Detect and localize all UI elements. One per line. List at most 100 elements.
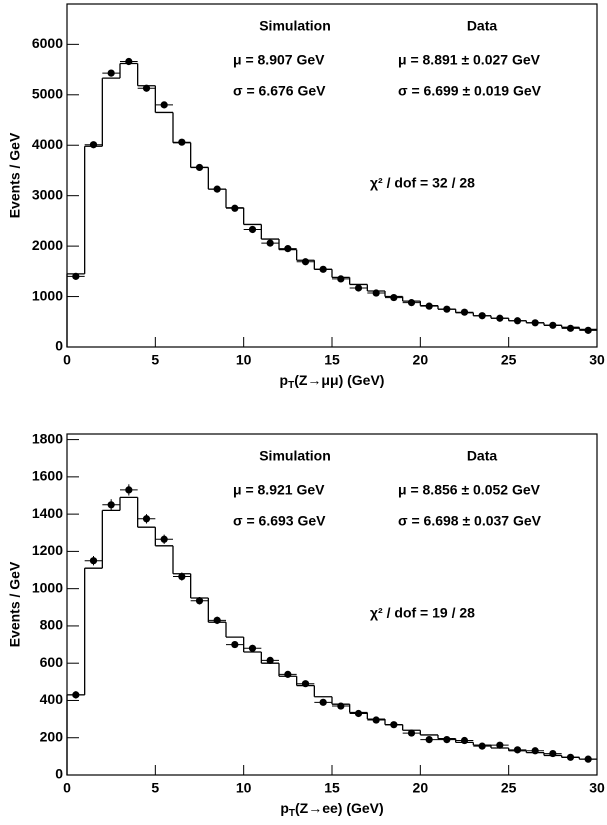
data-point xyxy=(531,319,539,327)
data-point xyxy=(372,716,380,724)
data-point xyxy=(425,302,433,310)
data-point xyxy=(72,691,80,699)
x-tick-label: 20 xyxy=(413,780,429,796)
data-point xyxy=(107,501,115,509)
data-point xyxy=(390,721,398,729)
annotation: μ = 8.921 GeV xyxy=(233,482,325,498)
data-point xyxy=(460,308,469,316)
annotation: μ = 8.907 GeV xyxy=(233,52,325,68)
x-label-sub: T xyxy=(288,380,294,391)
x-tick-label: 0 xyxy=(63,352,71,368)
x-label-rest: (Z→μμ) (GeV) xyxy=(294,372,384,388)
annotation: σ = 6.699 ± 0.019 GeV xyxy=(398,83,542,99)
data-point xyxy=(549,321,557,329)
data-point xyxy=(531,747,539,755)
y-axis-label: Events / GeV xyxy=(7,132,23,218)
x-tick-label: 10 xyxy=(236,780,252,796)
y-tick-label: 0 xyxy=(55,766,63,782)
data-point xyxy=(178,572,186,581)
data-point xyxy=(443,305,451,313)
data-point xyxy=(160,101,168,109)
data-point xyxy=(513,317,522,325)
panel: 0 200 400 600 800 1000 1200 1400 1600 1800 0 5 10 15 2… xyxy=(7,430,605,818)
legend-header: Simulation xyxy=(259,448,331,464)
data-point xyxy=(584,326,592,334)
data-point xyxy=(354,284,363,292)
data-point xyxy=(319,265,327,273)
data-point xyxy=(248,644,257,652)
data-point xyxy=(496,741,504,749)
y-tick-label: 1000 xyxy=(32,579,63,595)
legend-header: Simulation xyxy=(259,18,331,34)
x-tick-label: 30 xyxy=(589,780,605,796)
data-point xyxy=(319,698,327,706)
panel: 0 1000 2000 3000 4000 5000 6000 0 5 10 15 20 25 30 pT(… xyxy=(7,3,605,391)
x-tick-label: 5 xyxy=(151,780,159,796)
data-point xyxy=(107,69,115,77)
x-tick-label: 30 xyxy=(589,352,605,368)
y-tick-label: 2000 xyxy=(32,237,63,253)
data-point xyxy=(478,742,486,750)
x-label-rest: (Z→ee) (GeV) xyxy=(295,800,384,816)
data-point xyxy=(266,239,274,247)
annotation: σ = 6.693 GeV xyxy=(233,513,326,529)
annotation: χ² / dof = 32 / 28 xyxy=(370,175,475,191)
x-tick-label: 15 xyxy=(324,780,340,796)
data-point xyxy=(125,486,133,494)
x-tick-label: 20 xyxy=(413,352,429,368)
y-tick-label: 3000 xyxy=(32,186,63,202)
data-point xyxy=(248,225,257,234)
data-point xyxy=(478,312,486,320)
y-tick-label: 6000 xyxy=(32,35,63,51)
data-point xyxy=(566,324,575,332)
data-point xyxy=(390,293,398,302)
data-point xyxy=(72,272,80,280)
x-tick-label: 5 xyxy=(151,352,159,368)
data-point xyxy=(231,640,239,649)
data-point xyxy=(266,656,274,665)
y-tick-label: 200 xyxy=(40,728,64,744)
data-point xyxy=(407,729,416,737)
data-point xyxy=(337,275,345,283)
data-point xyxy=(354,709,363,718)
data-point xyxy=(496,314,504,322)
y-tick-label: 4000 xyxy=(32,136,63,152)
data-point xyxy=(213,616,221,624)
data-point xyxy=(231,204,239,212)
y-tick-label: 1800 xyxy=(32,430,63,446)
annotation: χ² / dof = 19 / 28 xyxy=(370,605,475,621)
legend-header: Data xyxy=(467,18,498,34)
data-point xyxy=(142,515,151,523)
annotation: σ = 6.698 ± 0.037 GeV xyxy=(398,513,542,529)
x-tick-label: 25 xyxy=(501,780,517,796)
data-point xyxy=(89,557,98,565)
x-tick-label: 0 xyxy=(63,780,71,796)
x-tick-label: 25 xyxy=(501,352,517,368)
x-axis-label: pT(Z→μμ) (GeV) xyxy=(280,372,385,391)
data-point xyxy=(425,735,433,744)
x-tick-label: 10 xyxy=(236,352,252,368)
y-tick-label: 800 xyxy=(40,617,64,633)
data-point xyxy=(372,289,380,297)
data-point xyxy=(301,258,310,266)
y-axis-label: Events / GeV xyxy=(7,561,23,647)
y-tick-label: 600 xyxy=(40,654,64,670)
data-point xyxy=(549,749,557,758)
y-tick-label: 400 xyxy=(40,691,64,707)
y-tick-label: 1200 xyxy=(32,542,63,558)
data-point xyxy=(142,84,151,92)
y-tick-label: 1400 xyxy=(32,505,63,521)
data-point xyxy=(513,746,522,754)
y-tick-label: 5000 xyxy=(32,85,63,101)
data-point xyxy=(337,702,345,710)
data-point xyxy=(460,736,469,745)
data-point xyxy=(125,57,133,66)
x-label-main: p xyxy=(280,800,289,816)
data-point xyxy=(195,597,204,605)
y-tick-label: 1600 xyxy=(32,468,63,484)
data-point xyxy=(284,670,292,678)
data-point xyxy=(284,245,292,253)
annotation: μ = 8.891 ± 0.027 GeV xyxy=(398,52,541,68)
data-point xyxy=(160,535,168,543)
